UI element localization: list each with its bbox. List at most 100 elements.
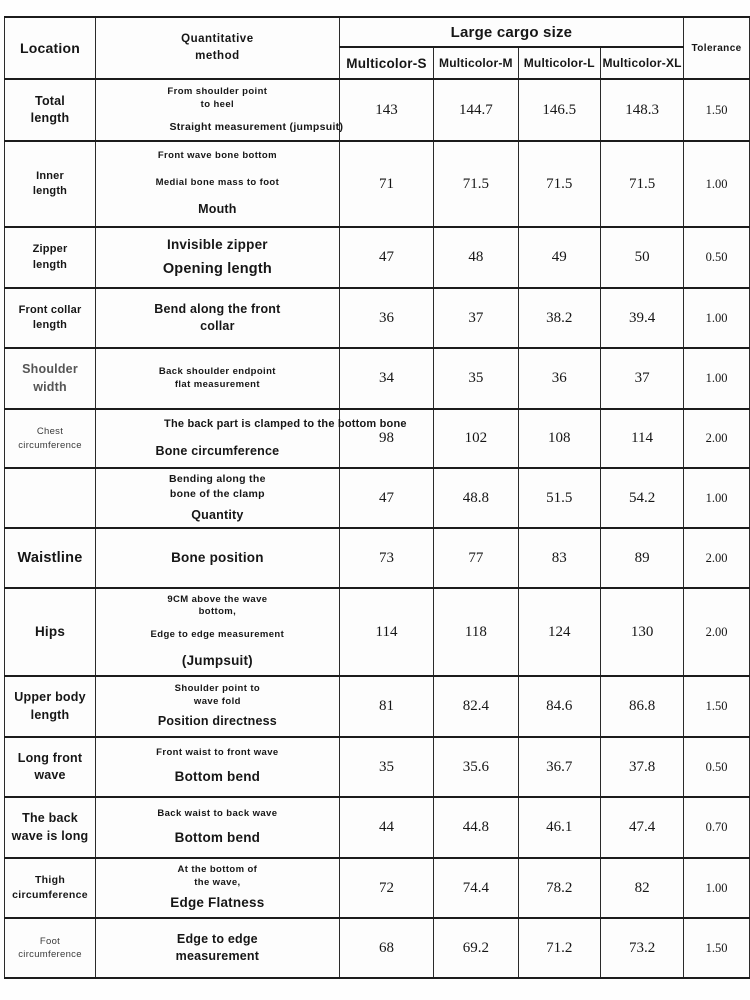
- value-cell: 148.3: [600, 78, 685, 142]
- location-cell: Upper body length: [3, 675, 97, 738]
- value-cell: 73: [338, 527, 435, 589]
- method-cell: Invisible zipper Opening length: [95, 226, 340, 289]
- tolerance-cell: 2.00: [683, 408, 750, 469]
- value-cell: 77: [433, 527, 519, 589]
- location-cell: Long front wave: [3, 736, 97, 798]
- value-cell: 44: [338, 796, 435, 859]
- table-row: Hips 9CM above the wave bottom, Edge to edg…: [3, 587, 750, 677]
- value-cell: 102: [433, 408, 519, 469]
- value-cell: 37: [600, 347, 685, 410]
- location-cell: Thigh circumference: [3, 857, 97, 919]
- value-cell: 35: [338, 736, 435, 798]
- value-cell: 143: [338, 78, 435, 142]
- size-table: Location Quantitative method Large cargo…: [3, 16, 750, 979]
- header-size-xl: Multicolor-XL: [600, 46, 685, 80]
- table-row: Waistline Bone position 73 77 83 89 2.00: [3, 527, 750, 589]
- header-location: Location: [3, 16, 97, 80]
- location-cell: Total length: [3, 78, 97, 142]
- table-row: Total length From shoulder point to heel St…: [3, 78, 750, 142]
- value-cell: 71.5: [433, 140, 519, 228]
- value-cell: 78.2: [517, 857, 602, 919]
- table-row: Inner length Front wave bone bottom Medial…: [3, 140, 750, 228]
- value-cell: 114: [338, 587, 435, 677]
- location-cell: The back wave is long: [3, 796, 97, 859]
- value-cell: 35: [433, 347, 519, 410]
- tolerance-cell: 1.50: [683, 78, 750, 142]
- tolerance-cell: 0.50: [683, 226, 750, 289]
- table-row: Front collar length Bend along the front c…: [3, 287, 750, 349]
- header-tolerance: Tolerance: [683, 16, 750, 80]
- method-cell: Back shoulder endpoint flat measurement: [95, 347, 340, 410]
- value-cell: 124: [517, 587, 602, 677]
- header-method: Quantitative method: [95, 16, 340, 80]
- tolerance-cell: 1.00: [683, 140, 750, 228]
- value-cell: 71: [338, 140, 435, 228]
- value-cell: 86.8: [600, 675, 685, 738]
- value-cell: 144.7: [433, 78, 519, 142]
- header-size-m: Multicolor-M: [433, 46, 519, 80]
- value-cell: 34: [338, 347, 435, 410]
- value-cell: 50: [600, 226, 685, 289]
- method-cell: The back part is clamped to the bottom b…: [95, 408, 407, 469]
- location-cell: Inner length: [3, 140, 97, 228]
- tolerance-cell: 1.00: [683, 857, 750, 919]
- location-cell: [3, 467, 97, 529]
- tolerance-cell: 1.00: [683, 287, 750, 349]
- value-cell: 98: [338, 408, 435, 469]
- value-cell: 51.5: [517, 467, 602, 529]
- tolerance-cell: 1.50: [683, 917, 750, 979]
- header-large-cargo-size: Large cargo size: [338, 16, 685, 48]
- value-cell: 46.1: [517, 796, 602, 859]
- method-cell: Shoulder point to wave fold Position direc…: [95, 675, 340, 738]
- value-cell: 37: [433, 287, 519, 349]
- header-size-l: Multicolor-L: [517, 46, 602, 80]
- value-cell: 37.8: [600, 736, 685, 798]
- table-row: Upper body length Shoulder point to wave f…: [3, 675, 750, 738]
- method-cell: 9CM above the wave bottom, Edge to edge me…: [95, 587, 340, 677]
- value-cell: 48.8: [433, 467, 519, 529]
- value-cell: 82.4: [433, 675, 519, 738]
- value-cell: 146.5: [517, 78, 602, 142]
- value-cell: 48: [433, 226, 519, 289]
- value-cell: 73.2: [600, 917, 685, 979]
- tolerance-cell: 1.00: [683, 467, 750, 529]
- value-cell: 36: [338, 287, 435, 349]
- value-cell: 71.5: [517, 140, 602, 228]
- value-cell: 82: [600, 857, 685, 919]
- value-cell: 130: [600, 587, 685, 677]
- table-row: Thigh circumference At the bottom of the w…: [3, 857, 750, 919]
- method-cell: At the bottom of the wave, Edge Flatness: [95, 857, 340, 919]
- tolerance-cell: 0.70: [683, 796, 750, 859]
- location-cell: Hips: [3, 587, 97, 677]
- tolerance-cell: 1.00: [683, 347, 750, 410]
- tolerance-cell: 2.00: [683, 527, 750, 589]
- value-cell: 114: [600, 408, 685, 469]
- table-row: Chest circumference The back part is clam…: [3, 408, 750, 469]
- value-cell: 81: [338, 675, 435, 738]
- method-cell: From shoulder point to heel Straight measu…: [95, 78, 343, 142]
- location-cell: Shoulder width: [3, 347, 97, 410]
- table-row: Zipper length Invisible zipper Opening len…: [3, 226, 750, 289]
- value-cell: 36: [517, 347, 602, 410]
- value-cell: 47: [338, 226, 435, 289]
- header-row-group: Location Quantitative method Large cargo…: [3, 16, 750, 80]
- location-cell: Front collar length: [3, 287, 97, 349]
- method-cell: Front waist to front wave Bottom bend: [95, 736, 340, 798]
- value-cell: 84.6: [517, 675, 602, 738]
- value-cell: 36.7: [517, 736, 602, 798]
- value-cell: 69.2: [433, 917, 519, 979]
- value-cell: 108: [517, 408, 602, 469]
- value-cell: 47: [338, 467, 435, 529]
- tolerance-cell: 0.50: [683, 736, 750, 798]
- value-cell: 44.8: [433, 796, 519, 859]
- method-cell: Bending along the bone of the clamp Quanti…: [95, 467, 340, 529]
- table-row: The back wave is long Back waist to back …: [3, 796, 750, 859]
- location-cell: Waistline: [3, 527, 97, 589]
- size-table-body: Total length From shoulder point to heel St…: [3, 78, 750, 979]
- method-cell: Front wave bone bottom Medial bone mass t…: [95, 140, 340, 228]
- value-cell: 68: [338, 917, 435, 979]
- table-row: Shoulder width Back shoulder endpoint flat…: [3, 347, 750, 410]
- header-size-s: Multicolor-S: [338, 46, 435, 80]
- value-cell: 83: [517, 527, 602, 589]
- value-cell: 118: [433, 587, 519, 677]
